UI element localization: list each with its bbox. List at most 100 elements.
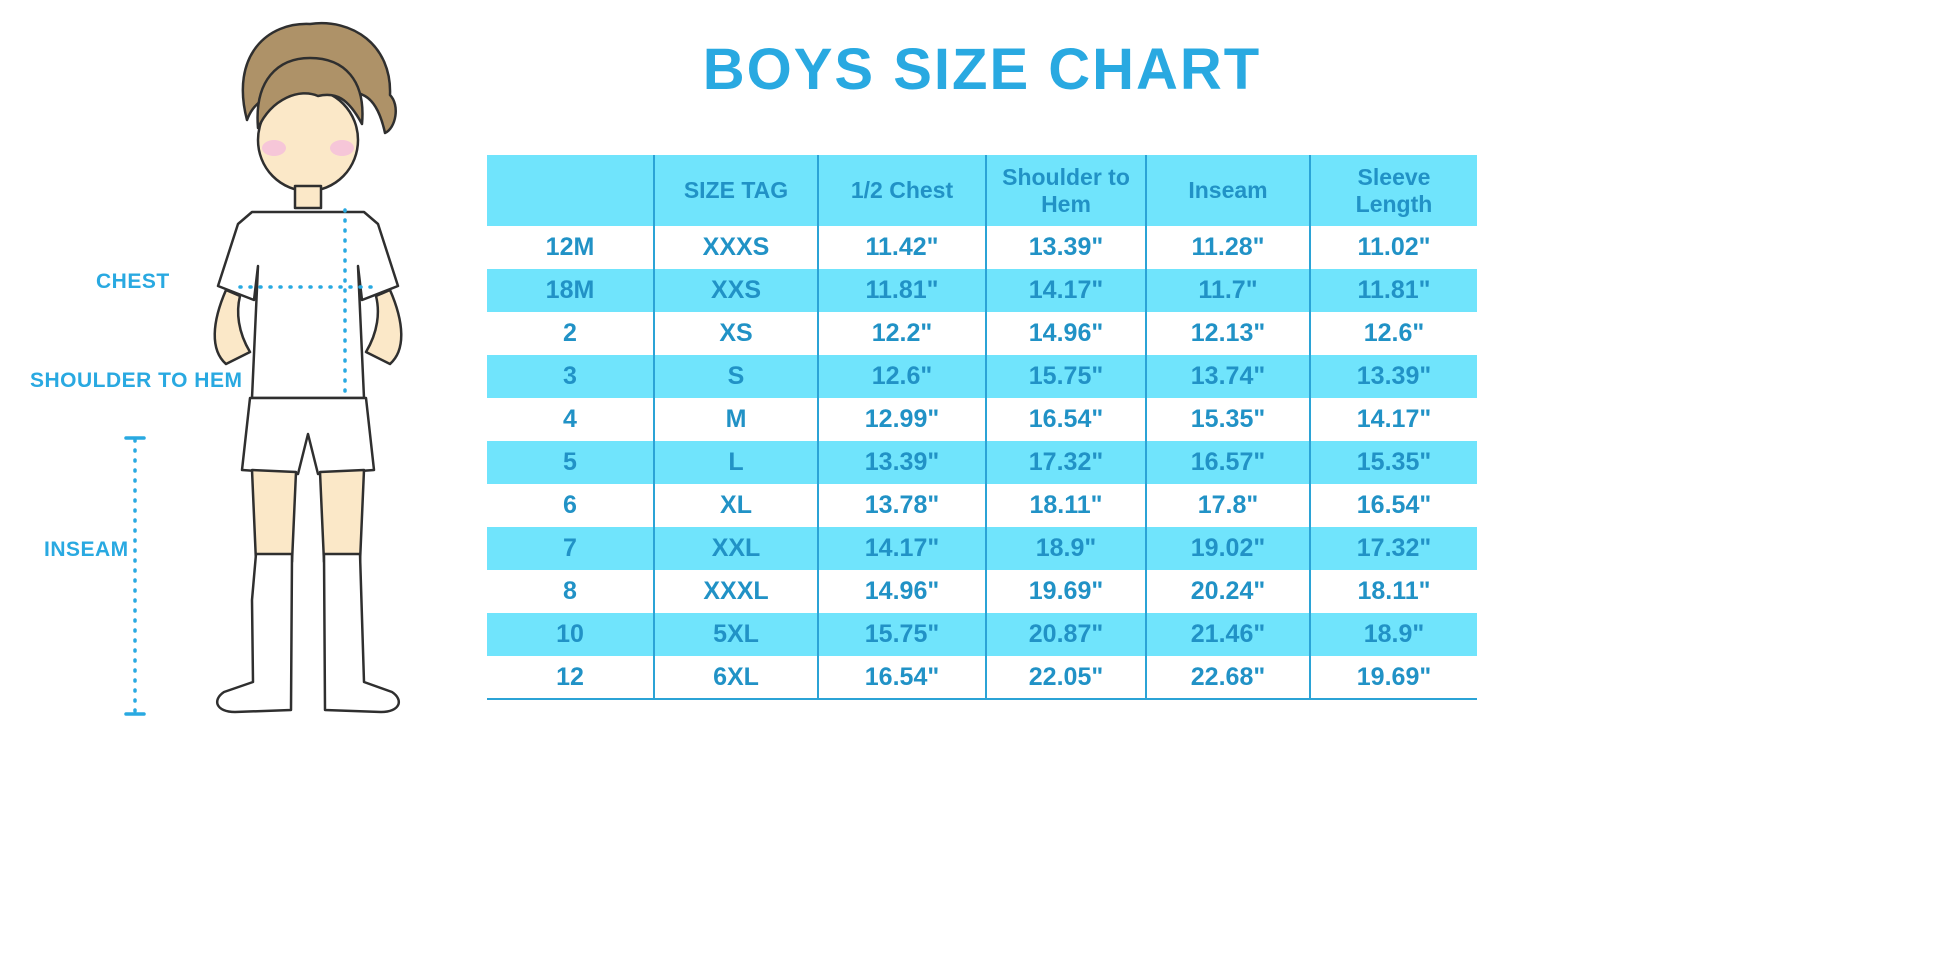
table-cell: 13.39": [985, 226, 1146, 269]
table-cell: 14.96": [985, 312, 1146, 355]
table-cell: 11.81": [1309, 269, 1477, 312]
table-row: 3 S 12.6" 15.75" 13.74" 13.39": [487, 355, 1477, 398]
table-row: 6 XL 13.78" 18.11" 17.8" 16.54": [487, 484, 1477, 527]
table-row: 5 L 13.39" 17.32" 16.57" 15.35": [487, 441, 1477, 484]
hair-fringe: [256, 56, 364, 130]
table-cell: 15.75": [985, 355, 1146, 398]
table-row: 18M XXS 11.81" 14.17" 11.7" 11.81": [487, 269, 1477, 312]
table-cell: 18.9": [985, 527, 1146, 570]
shoulder-to-hem-label: SHOULDER TO HEM: [30, 369, 243, 392]
column-header: SIZE TAG: [653, 155, 818, 226]
boy-illustration: [124, 21, 403, 716]
left-sock: [215, 552, 294, 714]
table-cell: 12.6": [817, 355, 986, 398]
page-title: BOYS SIZE CHART: [702, 37, 1262, 102]
table-cell: 13.78": [817, 484, 986, 527]
table-cell: 12.6": [1309, 312, 1477, 355]
table-cell: 5XL: [653, 613, 818, 656]
table-cell: 12.2": [817, 312, 986, 355]
table-cell: 15.75": [817, 613, 986, 656]
row-size-label: 10: [487, 613, 654, 656]
table-cell: 13.39": [817, 441, 986, 484]
table-cell: 15.35": [1309, 441, 1477, 484]
left-arm: [213, 288, 252, 366]
row-size-label: 12M: [487, 226, 654, 269]
table-cell: XXL: [653, 527, 818, 570]
table-cell: 18.11": [985, 484, 1146, 527]
table-cell: 16.54": [1309, 484, 1477, 527]
table-cell: 18.9": [1309, 613, 1477, 656]
row-size-label: 6: [487, 484, 654, 527]
row-size-label: 12: [487, 656, 654, 700]
neck: [293, 184, 323, 210]
row-size-label: 18M: [487, 269, 654, 312]
table-row: 2 XS 12.2" 14.96" 12.13" 12.6": [487, 312, 1477, 355]
table-row: 4 M 12.99" 16.54" 15.35" 14.17": [487, 398, 1477, 441]
row-size-label: 3: [487, 355, 654, 398]
table-cell: 13.39": [1309, 355, 1477, 398]
column-header: [487, 155, 654, 226]
blush-left: [262, 140, 286, 156]
table-cell: 11.81": [817, 269, 986, 312]
chest-label: CHEST: [96, 270, 170, 293]
table-cell: M: [653, 398, 818, 441]
table-cell: 15.35": [1145, 398, 1310, 441]
table-cell: XXXL: [653, 570, 818, 613]
row-size-label: 4: [487, 398, 654, 441]
column-header: Sleeve Length: [1309, 155, 1477, 226]
right-leg: [318, 468, 366, 564]
column-header: Shoulder to Hem: [985, 155, 1146, 226]
table-cell: 17.32": [1309, 527, 1477, 570]
row-size-label: 2: [487, 312, 654, 355]
left-leg: [250, 468, 298, 564]
table-cell: 17.8": [1145, 484, 1310, 527]
table-cell: 11.42": [817, 226, 986, 269]
table-cell: 16.54": [817, 656, 986, 700]
table-cell: 11.02": [1309, 226, 1477, 269]
table-cell: 14.17": [1309, 398, 1477, 441]
table-cell: 20.24": [1145, 570, 1310, 613]
table-cell: 21.46": [1145, 613, 1310, 656]
row-size-label: 5: [487, 441, 654, 484]
column-header: 1/2 Chest: [817, 155, 986, 226]
table-row: 7 XXL 14.17" 18.9" 19.02" 17.32": [487, 527, 1477, 570]
inseam-label: INSEAM: [44, 538, 129, 561]
table-row: 8 XXXL 14.96" 19.69" 20.24" 18.11": [487, 570, 1477, 613]
table-cell: XXS: [653, 269, 818, 312]
table-cell: XS: [653, 312, 818, 355]
table-cell: 18.11": [1309, 570, 1477, 613]
table-cell: 12.99": [817, 398, 986, 441]
table-cell: 12.13": [1145, 312, 1310, 355]
blush-right: [330, 140, 354, 156]
table-cell: 14.17": [817, 527, 986, 570]
table-cell: L: [653, 441, 818, 484]
table-cell: 19.69": [985, 570, 1146, 613]
table-row: 12 6XL 16.54" 22.05" 22.68" 19.69": [487, 656, 1477, 700]
table-cell: 14.96": [817, 570, 986, 613]
table-cell: 6XL: [653, 656, 818, 700]
size-table-head: SIZE TAG 1/2 Chest Shoulder to Hem Inseam Sl…: [487, 155, 1477, 226]
right-arm: [364, 288, 403, 366]
table-cell: 19.69": [1309, 656, 1477, 700]
table-cell: 16.57": [1145, 441, 1310, 484]
right-sock: [322, 552, 401, 714]
table-cell: XL: [653, 484, 818, 527]
table-cell: 22.68": [1145, 656, 1310, 700]
shorts: [240, 396, 376, 476]
header-row: SIZE TAG 1/2 Chest Shoulder to Hem Inseam Sl…: [487, 155, 1477, 226]
column-header: Inseam: [1145, 155, 1310, 226]
table-cell: 13.74": [1145, 355, 1310, 398]
table-cell: 16.54": [985, 398, 1146, 441]
table-cell: 11.7": [1145, 269, 1310, 312]
table-cell: 19.02": [1145, 527, 1310, 570]
t-shirt: [216, 210, 400, 400]
table-cell: 22.05": [985, 656, 1146, 700]
table-row: 12M XXXS 11.42" 13.39" 11.28" 11.02": [487, 226, 1477, 269]
size-table-body: 12M XXXS 11.42" 13.39" 11.28" 11.02" 18M XXS 11.…: [487, 226, 1477, 700]
measurement-diagram: CHEST SHOULDER TO HEM INSEAM: [0, 0, 480, 973]
table-cell: 17.32": [985, 441, 1146, 484]
row-size-label: 7: [487, 527, 654, 570]
table-cell: S: [653, 355, 818, 398]
table-row: 10 5XL 15.75" 20.87" 21.46" 18.9": [487, 613, 1477, 656]
